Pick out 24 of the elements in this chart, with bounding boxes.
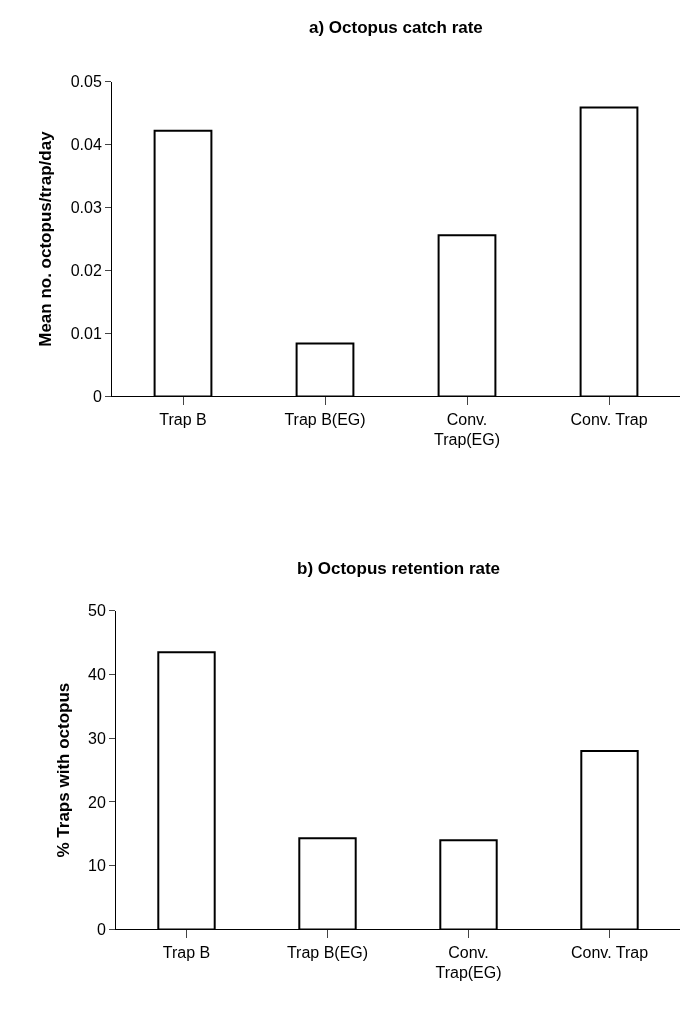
- y-tick-label: 0: [92, 388, 102, 406]
- y-tick-label: 0: [96, 921, 106, 939]
- y-tick-label: 0.05: [70, 73, 102, 91]
- y-tick-label: 40: [88, 666, 106, 684]
- y-tick-label: 0.04: [70, 136, 102, 154]
- chart-title: a) Octopus catch rate: [309, 18, 483, 37]
- y-axis-title: % Traps with octopus: [53, 682, 73, 858]
- y-tick-label: 50: [88, 602, 106, 620]
- x-tick-label: Conv. Trap(EG): [433, 410, 501, 449]
- x-tick-label: Trap B(EG): [284, 410, 366, 428]
- x-tick-label: Trap B: [159, 410, 207, 428]
- x-tick-label: Conv. Trap: [570, 943, 649, 961]
- x-tick-label: Conv. Trap: [570, 410, 648, 428]
- y-tick-label: 10: [88, 857, 106, 875]
- chart-title: b) Octopus retention rate: [297, 559, 501, 578]
- x-tick-label: Trap B(EG): [286, 943, 369, 961]
- y-tick-label: 0.02: [70, 262, 102, 280]
- y-axis-title: Mean no. octopus/trap/day: [36, 130, 56, 347]
- y-tick-label: 0.03: [70, 199, 102, 217]
- x-tick-label: Trap B: [162, 943, 211, 961]
- y-tick-label: 30: [88, 729, 106, 747]
- y-tick-label: 0.01: [70, 325, 102, 343]
- x-tick-label: Conv. Trap(EG): [435, 943, 502, 982]
- y-tick-label: 20: [88, 793, 106, 811]
